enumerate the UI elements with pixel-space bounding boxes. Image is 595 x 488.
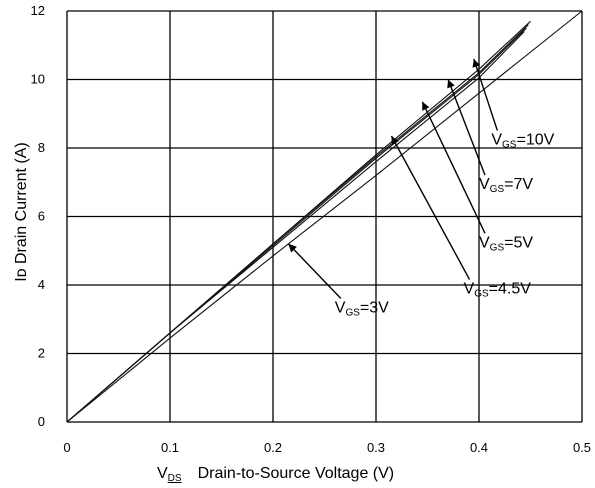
y-axis-label: Iᴅ Drain Current (A)	[13, 142, 30, 282]
annotation-arrow-head	[447, 79, 455, 89]
annotation-label: VGS=3V	[335, 299, 389, 318]
x-tick-label: 0.1	[161, 440, 179, 455]
y-tick-label: 8	[38, 140, 45, 155]
annotation-arrow-line	[421, 101, 486, 234]
y-tick-label: 2	[38, 346, 45, 361]
annotation-arrow-head	[391, 136, 399, 145]
annotation-arrow-line	[287, 243, 342, 299]
y-tick-label: 12	[31, 3, 45, 18]
x-axis-ticks: 0 0.1 0.2 0.3 0.4 0.5	[63, 440, 591, 455]
x-axis-label: VDS Drain-to-Source Voltage (V)	[157, 465, 394, 484]
series-lines	[66, 10, 583, 423]
y-tick-label: 10	[31, 72, 45, 87]
x-tick-label: 0.4	[470, 440, 488, 455]
series-line	[66, 10, 583, 423]
x-tick-label: 0.2	[264, 440, 282, 455]
annotation-arrow-line	[390, 135, 471, 280]
x-axis-title: Drain-to-Source Voltage (V)	[198, 465, 395, 482]
y-tick-label: 0	[38, 414, 45, 429]
x-tick-label: 0.3	[367, 440, 385, 455]
x-tick-label: 0	[63, 440, 70, 455]
annotation-arrow-head	[288, 243, 297, 253]
y-tick-label: 6	[38, 209, 45, 224]
y-tick-label: 4	[38, 277, 45, 292]
annotation-label: VGS=4.5V	[464, 281, 532, 300]
grid-lines	[66, 10, 583, 423]
x-tick-label: 0.5	[573, 440, 591, 455]
annotation-label: VGS=5V	[479, 234, 533, 253]
annotation-arrow-head	[422, 101, 430, 111]
x-axis-symbol-sub: DS	[168, 473, 182, 484]
annotation-arrow-line	[473, 58, 499, 131]
series-line	[66, 31, 525, 423]
annotation-label: VGS=10V	[491, 132, 554, 151]
x-axis-symbol: V	[157, 465, 168, 482]
annotation-arrow-head	[472, 58, 481, 68]
annotation-arrow-line	[447, 79, 486, 176]
annotation-label: VGS=7V	[479, 176, 533, 195]
y-axis-ticks: 0 2 4 6 8 10 12	[31, 3, 45, 429]
annotations: VGS=10V VGS=7V VGS=5V VGS=4.5V VGS=3V	[287, 58, 555, 318]
